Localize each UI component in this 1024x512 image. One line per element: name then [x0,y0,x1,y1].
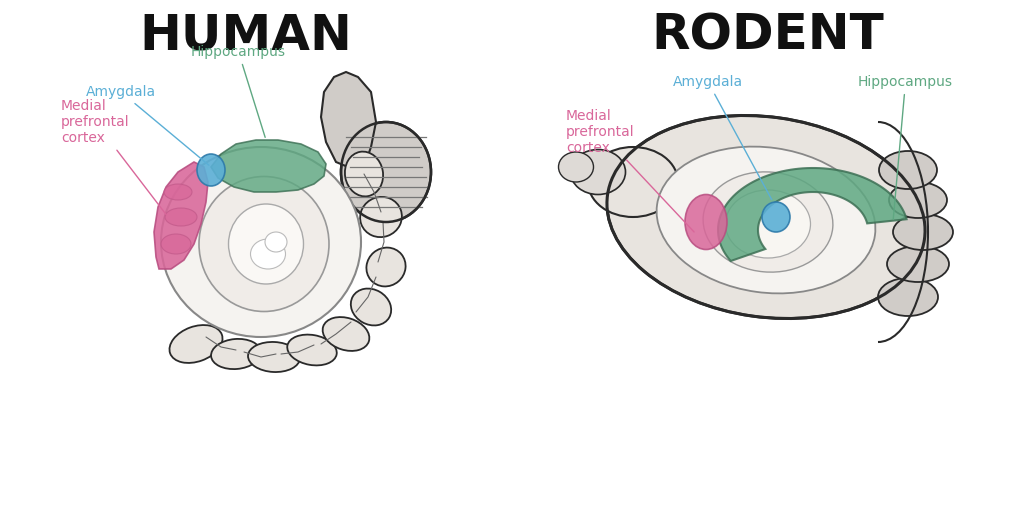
Ellipse shape [164,184,193,200]
Ellipse shape [558,152,594,182]
Ellipse shape [265,232,287,252]
Ellipse shape [170,325,222,363]
Ellipse shape [288,335,337,366]
Ellipse shape [570,150,626,195]
Ellipse shape [685,195,727,249]
Ellipse shape [197,154,225,186]
Ellipse shape [745,218,761,230]
Ellipse shape [889,182,947,218]
Polygon shape [211,140,326,192]
Ellipse shape [323,317,370,351]
Ellipse shape [228,204,303,284]
Ellipse shape [738,204,794,249]
Ellipse shape [588,147,678,217]
Ellipse shape [367,248,406,286]
Ellipse shape [756,204,776,220]
Ellipse shape [165,208,197,226]
Ellipse shape [758,224,788,249]
Text: Medial
prefrontal
cortex: Medial prefrontal cortex [566,109,694,232]
Text: Amygdala: Amygdala [86,85,209,165]
Ellipse shape [345,152,383,197]
Polygon shape [321,72,376,167]
Text: Hippocampus: Hippocampus [191,45,286,137]
Ellipse shape [211,339,261,369]
Ellipse shape [607,116,925,318]
Ellipse shape [199,177,329,311]
Polygon shape [718,168,906,261]
Polygon shape [154,162,208,269]
Ellipse shape [251,239,286,269]
Ellipse shape [879,151,937,189]
Text: Amygdala: Amygdala [673,75,772,200]
Ellipse shape [351,289,391,326]
Ellipse shape [703,172,833,272]
Ellipse shape [161,234,191,254]
Ellipse shape [656,146,876,293]
Ellipse shape [887,246,949,282]
Ellipse shape [893,214,953,250]
Text: HUMAN: HUMAN [139,12,352,60]
Ellipse shape [161,147,361,337]
Ellipse shape [878,278,938,316]
Ellipse shape [360,197,401,237]
Ellipse shape [762,202,790,232]
Text: Medial
prefrontal
cortex: Medial prefrontal cortex [61,99,166,215]
Ellipse shape [341,122,431,222]
Text: Hippocampus: Hippocampus [858,75,953,219]
Ellipse shape [725,190,811,258]
Ellipse shape [248,342,300,372]
Text: RODENT: RODENT [651,12,885,60]
